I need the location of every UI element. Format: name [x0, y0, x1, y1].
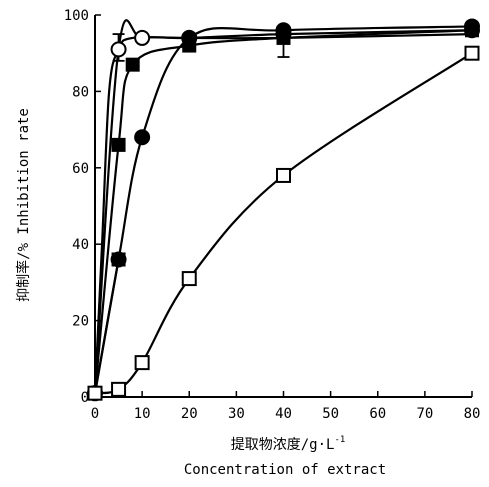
data-point-open-square: [181, 271, 197, 287]
x-tick-label: 80: [464, 406, 481, 422]
series-line-2: [93, 29, 473, 394]
series-line-3: [93, 25, 473, 394]
x-axis-title-cn-text: 提取物浓度/g·L: [231, 437, 335, 453]
data-point-filled-circle: [275, 22, 292, 39]
chart-markers: [87, 18, 480, 402]
data-point-open-square: [276, 167, 291, 183]
data-point-filled-circle: [134, 129, 151, 146]
data-point-filled-circle: [464, 18, 480, 35]
data-point-open-circle: [134, 29, 151, 46]
x-tick-label: 70: [416, 406, 433, 422]
x-axis-title-cn: 提取物浓度/g·L-1: [231, 435, 346, 453]
x-axis-title-en: Concentration of extract: [184, 462, 386, 478]
data-point-open-circle: [110, 41, 127, 58]
y-tick-label: 100: [64, 8, 89, 24]
data-point-open-square: [111, 381, 127, 397]
x-tick-label: 10: [134, 406, 151, 422]
data-point-filled-square: [111, 252, 126, 267]
y-tick-label: 0: [81, 390, 89, 406]
y-tick-label: 60: [72, 161, 89, 177]
x-axis-title-cn-superscript: -1: [334, 435, 345, 445]
data-point-filled-circle: [181, 29, 198, 46]
x-tick-label: 50: [322, 406, 339, 422]
data-point-open-square: [87, 385, 103, 401]
chart-axes: [94, 15, 472, 398]
x-tick-label: 0: [91, 406, 99, 422]
x-tick-label: 20: [181, 406, 198, 422]
x-tick-label: 40: [275, 406, 292, 422]
y-axis-title: 抑制率/% Inhibition rate: [15, 108, 32, 302]
series-line-1: [93, 19, 473, 394]
chart-ticks: 0 10 20 30 40 50 60 70 80 0 20 40 60 80 100: [64, 8, 481, 422]
data-point-open-square: [464, 45, 480, 61]
data-point-filled-square: [111, 137, 126, 152]
series-line-4: [93, 259, 120, 394]
data-point-open-square: [134, 355, 150, 371]
y-tick-label: 80: [72, 84, 89, 100]
y-tick-label: 40: [72, 237, 89, 253]
chart-series-lines: [93, 19, 473, 395]
y-tick-label: 20: [72, 314, 89, 330]
data-point-filled-square: [125, 57, 140, 72]
x-tick-label: 30: [228, 406, 245, 422]
x-tick-label: 60: [369, 406, 386, 422]
